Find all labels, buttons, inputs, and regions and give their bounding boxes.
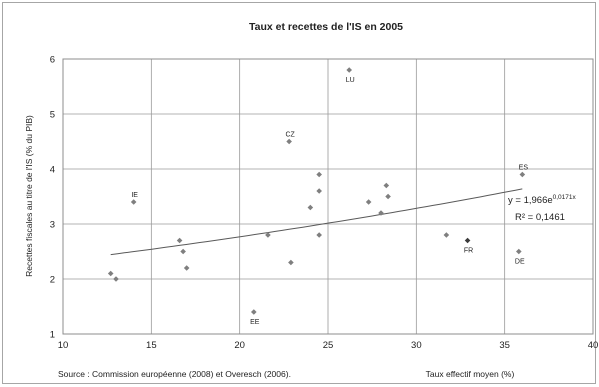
x-tick-label-0: 10 [58, 340, 69, 351]
y-tick-label-5: 6 [50, 55, 55, 66]
data-point-12 [316, 188, 322, 194]
x-tick-label-2: 20 [234, 340, 245, 351]
chart-frame [2, 2, 596, 384]
point-label-lu: LU [346, 77, 355, 84]
y-axis-ticks: 1 2 3 4 5 6 [50, 55, 55, 341]
data-point-9 [288, 259, 294, 266]
data-point-3 [176, 237, 183, 244]
point-label-cz: CZ [285, 132, 295, 139]
data-point-15 [365, 199, 372, 205]
y-tick-label-1: 2 [50, 275, 55, 286]
data-point-20 [464, 237, 471, 244]
trend-equation-base: y = 1,966e [508, 195, 553, 206]
source-note: Source : Commission européenne (2008) et… [58, 369, 291, 379]
data-point-8 [286, 138, 292, 145]
data-point-19 [443, 232, 450, 238]
data-point-2 [130, 199, 137, 205]
point-label-de: DE [515, 259, 525, 266]
data-points [107, 67, 526, 315]
data-point-10 [307, 204, 314, 211]
point-labels: IE EE CZ LU FR DE ES [131, 77, 528, 326]
x-tick-label-1: 15 [146, 340, 157, 351]
trendline [110, 188, 523, 256]
data-point-17 [383, 182, 390, 189]
x-tick-label-3: 25 [323, 340, 334, 351]
point-label-es: ES [519, 165, 529, 172]
trend-r2: R² = 0,1461 [515, 212, 565, 223]
y-tick-label-0: 1 [50, 330, 55, 341]
point-label-fr: FR [464, 248, 473, 255]
y-tick-label-3: 4 [50, 165, 55, 176]
x-axis-ticks: 10 15 20 25 30 35 40 [58, 340, 599, 351]
x-tick-label-6: 40 [588, 340, 599, 351]
data-point-4 [180, 248, 186, 255]
x-tick-label-5: 35 [499, 340, 510, 351]
chart-title: Taux et recettes de l'IS en 2005 [249, 21, 403, 33]
y-tick-label-2: 3 [50, 220, 55, 231]
point-label-ie: IE [131, 192, 138, 199]
data-point-22 [519, 171, 526, 178]
plot-area-border [62, 58, 594, 335]
data-point-0 [107, 270, 114, 277]
data-point-13 [316, 232, 322, 238]
trend-equation: y = 1,966e0,0171x [508, 194, 577, 206]
trend-equation-exponent: 0,0171x [553, 194, 577, 201]
y-axis-label: Recettes fiscales au titre de l'IS (% du… [24, 115, 34, 277]
data-point-7 [265, 232, 271, 238]
x-tick-label-4: 30 [411, 340, 422, 351]
data-point-14 [346, 67, 352, 73]
x-axis-label: Taux effectif moyen (%) [426, 369, 515, 379]
data-point-21 [516, 248, 522, 255]
data-point-18 [385, 193, 391, 200]
data-point-1 [113, 276, 119, 282]
data-point-6 [251, 309, 257, 315]
point-label-ee: EE [250, 319, 260, 326]
data-point-5 [183, 265, 190, 271]
data-point-11 [316, 171, 322, 178]
data-point-16 [378, 210, 384, 216]
y-tick-label-4: 5 [50, 110, 55, 121]
